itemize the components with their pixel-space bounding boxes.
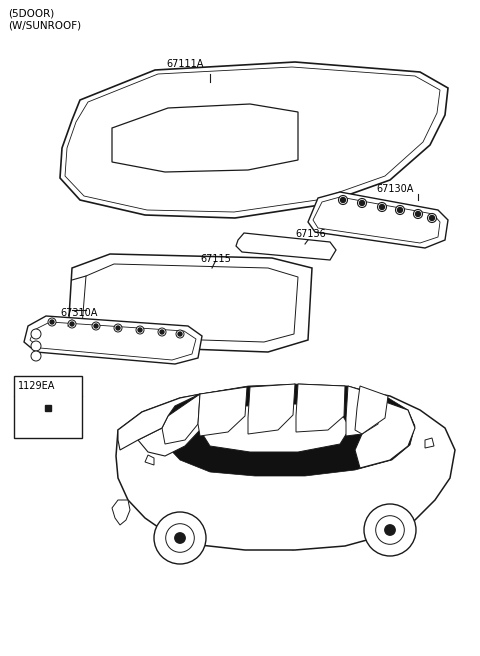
Polygon shape xyxy=(162,384,415,476)
Circle shape xyxy=(31,329,41,339)
Circle shape xyxy=(114,324,122,332)
Circle shape xyxy=(338,195,348,205)
Polygon shape xyxy=(198,387,247,436)
Polygon shape xyxy=(308,192,448,248)
Circle shape xyxy=(397,207,403,213)
Text: (5DOOR): (5DOOR) xyxy=(8,8,54,18)
Polygon shape xyxy=(82,264,298,342)
Circle shape xyxy=(31,341,41,351)
Polygon shape xyxy=(355,400,415,468)
Text: 67130A: 67130A xyxy=(376,184,413,194)
Polygon shape xyxy=(118,394,200,450)
Circle shape xyxy=(430,216,434,220)
Circle shape xyxy=(166,523,194,552)
Circle shape xyxy=(158,328,166,336)
Circle shape xyxy=(360,201,364,205)
Circle shape xyxy=(94,324,98,328)
Circle shape xyxy=(380,205,384,209)
Bar xyxy=(14,376,82,438)
Circle shape xyxy=(175,533,185,543)
Text: 67136: 67136 xyxy=(295,229,326,239)
Polygon shape xyxy=(248,384,295,434)
Circle shape xyxy=(178,332,182,336)
Circle shape xyxy=(70,322,74,326)
Polygon shape xyxy=(236,233,336,260)
Circle shape xyxy=(416,211,420,216)
Polygon shape xyxy=(116,386,455,550)
Text: (W/SUNROOF): (W/SUNROOF) xyxy=(8,20,81,30)
Polygon shape xyxy=(60,62,448,218)
Circle shape xyxy=(154,512,206,564)
Polygon shape xyxy=(355,386,388,434)
Circle shape xyxy=(396,205,405,215)
Polygon shape xyxy=(112,104,298,172)
Polygon shape xyxy=(65,67,440,212)
Circle shape xyxy=(136,326,144,334)
Circle shape xyxy=(116,326,120,330)
Text: 67115: 67115 xyxy=(200,254,231,264)
Circle shape xyxy=(160,330,164,334)
Polygon shape xyxy=(145,455,154,465)
Circle shape xyxy=(92,322,100,330)
Polygon shape xyxy=(200,404,350,452)
Circle shape xyxy=(340,197,346,203)
Text: 1129EA: 1129EA xyxy=(18,381,55,391)
Polygon shape xyxy=(296,384,345,432)
Circle shape xyxy=(377,203,386,211)
Circle shape xyxy=(50,320,54,324)
Polygon shape xyxy=(162,394,200,444)
Circle shape xyxy=(31,351,41,361)
Polygon shape xyxy=(346,386,380,436)
Circle shape xyxy=(376,516,404,544)
Polygon shape xyxy=(30,322,196,360)
Bar xyxy=(108,390,468,590)
Polygon shape xyxy=(138,416,208,456)
Circle shape xyxy=(385,525,395,535)
Polygon shape xyxy=(24,316,202,364)
Circle shape xyxy=(48,318,56,326)
Circle shape xyxy=(364,504,416,556)
Circle shape xyxy=(358,199,367,207)
Circle shape xyxy=(138,328,142,332)
Polygon shape xyxy=(425,438,434,448)
Circle shape xyxy=(176,330,184,338)
Text: 67310A: 67310A xyxy=(60,308,97,318)
Circle shape xyxy=(413,209,422,218)
Circle shape xyxy=(428,213,436,222)
Polygon shape xyxy=(313,197,440,243)
Text: 67111A: 67111A xyxy=(166,59,204,69)
Polygon shape xyxy=(112,500,130,525)
Circle shape xyxy=(68,320,76,328)
Polygon shape xyxy=(68,254,312,352)
